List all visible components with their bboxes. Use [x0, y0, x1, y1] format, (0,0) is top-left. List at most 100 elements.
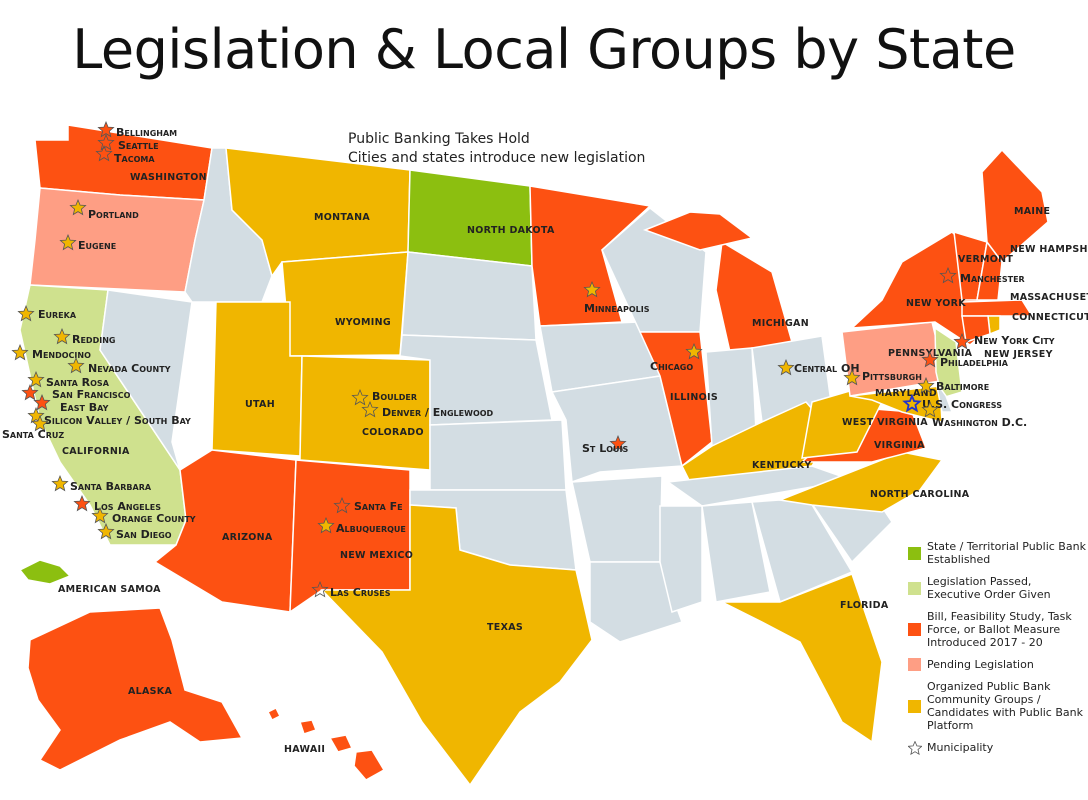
star-icon[interactable] [351, 388, 369, 406]
star-icon[interactable] [73, 494, 91, 512]
state-tx[interactable] [320, 504, 593, 787]
star-icon[interactable] [333, 496, 351, 514]
state-label-nm: NEW MEXICO [340, 550, 413, 561]
star-icon[interactable] [902, 393, 922, 413]
state-al[interactable] [701, 501, 771, 603]
star-icon[interactable] [97, 522, 115, 540]
star-icon[interactable] [317, 516, 335, 534]
state-label-il: ILLINOIS [670, 392, 718, 403]
star-icon[interactable] [17, 304, 35, 322]
star-icon[interactable] [843, 368, 861, 386]
municipality-label: Denver / Englewood [382, 406, 494, 419]
municipality-label: Seattle [118, 139, 159, 152]
municipality-label: Santa Cruz [2, 428, 64, 441]
star-icon[interactable] [361, 400, 379, 418]
state-nj[interactable] [934, 326, 963, 399]
legend-swatch [908, 699, 921, 713]
municipality-label: Santa Rosa [46, 376, 110, 389]
star-icon[interactable] [939, 266, 957, 284]
municipality-label: Chicago [650, 360, 693, 373]
municipality-label: San Francisco [52, 388, 131, 401]
star-icon[interactable] [21, 383, 39, 401]
state-wy[interactable] [281, 251, 409, 357]
state-label-ct: CONNECTICUT [1012, 312, 1088, 323]
legend-swatch [908, 546, 921, 560]
municipality-label: Redding [72, 333, 115, 346]
star-icon[interactable] [33, 393, 51, 411]
star-icon[interactable] [31, 414, 49, 432]
state-label-mi: MICHIGAN [752, 318, 809, 329]
state-label-md: MARYLAND [875, 388, 937, 399]
state-label-nd: NORTH DAKOTA [467, 225, 555, 236]
state-label-nc: NORTH CAROLINA [870, 489, 970, 500]
state-il[interactable] [638, 331, 713, 468]
state-de[interactable] [935, 381, 954, 413]
state-label-mt: MONTANA [314, 212, 370, 223]
star-icon[interactable] [921, 350, 939, 368]
star-icon[interactable] [953, 332, 971, 350]
state-ct[interactable] [961, 315, 991, 343]
star-icon[interactable] [53, 327, 71, 345]
state-ma[interactable] [961, 299, 1034, 317]
municipality-label: St Louis [582, 442, 628, 455]
state-ms[interactable] [659, 505, 703, 613]
state-ak[interactable] [27, 607, 244, 771]
state-or[interactable] [29, 187, 205, 293]
star-icon[interactable] [97, 133, 115, 151]
star-icon[interactable] [311, 580, 329, 598]
legend-swatch [908, 623, 921, 636]
state-me[interactable] [981, 148, 1049, 264]
municipality-label: U.S. Congress [922, 398, 1002, 411]
star-icon[interactable] [583, 280, 601, 298]
state-ut[interactable] [211, 301, 303, 457]
state-ks[interactable] [429, 419, 567, 491]
subtitle-line-1: Public Banking Takes Hold [348, 131, 530, 147]
star-icon[interactable] [91, 506, 109, 524]
star-icon[interactable] [11, 343, 29, 361]
state-sd[interactable] [401, 251, 537, 341]
municipality-label: Minneapolis [584, 302, 650, 315]
municipality-label: Washington D.C. [932, 416, 1027, 429]
star-icon[interactable] [95, 144, 113, 162]
star-icon[interactable] [685, 342, 703, 360]
star-icon[interactable] [921, 400, 939, 418]
legend-item-introduced: Bill, Feasibility Study, Task Force, or … [908, 610, 1088, 649]
star-icon[interactable] [97, 120, 115, 138]
state-label-co: COLORADO [362, 427, 424, 438]
star-icon[interactable] [777, 358, 795, 376]
state-mi[interactable] [715, 240, 793, 353]
state-miu[interactable] [642, 211, 754, 251]
municipality-label: Santa Barbara [70, 480, 152, 493]
municipality-label: Central OH [794, 362, 860, 375]
state-nd[interactable] [407, 169, 533, 267]
state-label-nj: NEW JERSEY [984, 349, 1053, 360]
star-icon[interactable] [59, 233, 77, 251]
state-fl[interactable] [721, 573, 883, 744]
state-label-ny: NEW YORK [906, 298, 966, 309]
legend-item-pending: Pending Legislation [908, 658, 1088, 671]
legend-item-established: State / Territorial Public Bank Establis… [908, 540, 1088, 566]
state-la[interactable] [589, 561, 683, 643]
state-label-ca: CALIFORNIA [62, 446, 130, 457]
legend: State / Territorial Public Bank Establis… [907, 540, 1088, 763]
state-label-tx: TEXAS [487, 622, 523, 633]
municipality-label: Pittsburgh [862, 370, 922, 383]
star-icon[interactable] [917, 376, 935, 394]
star-icon[interactable] [609, 434, 627, 452]
state-mo[interactable] [550, 375, 683, 484]
state-as[interactable] [18, 559, 72, 585]
star-icon[interactable] [51, 474, 69, 492]
state-label-az: ARIZONA [222, 532, 273, 543]
state-ar[interactable] [571, 475, 663, 563]
municipality-label: Las Cruses [330, 586, 391, 599]
legend-label: Legislation Passed, Executive Order Give… [927, 575, 1051, 601]
star-icon[interactable] [27, 370, 45, 388]
state-label-va: VIRGINIA [874, 440, 925, 451]
state-nv[interactable] [99, 289, 193, 471]
star-icon[interactable] [69, 198, 87, 216]
state-hi[interactable] [266, 706, 386, 781]
state-label-fl: FLORIDA [840, 600, 889, 611]
star-icon[interactable] [67, 356, 85, 374]
state-label-wv: WEST VIRGINIA [842, 417, 928, 428]
